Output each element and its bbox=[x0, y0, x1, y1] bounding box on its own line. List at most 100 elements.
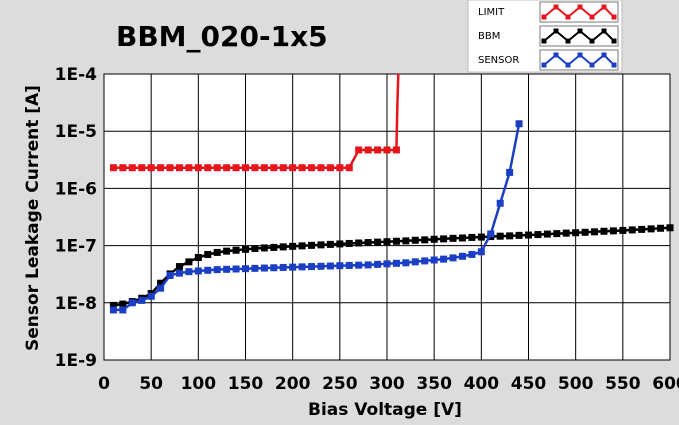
y-axis-ticks: 1E-9 1E-8 1E-7 1E-6 1E-5 1E-4 bbox=[55, 65, 97, 371]
legend-swatch-marker-bbm-4 bbox=[589, 38, 595, 44]
legend-swatch-marker-bbm-0 bbox=[541, 38, 547, 44]
point-sensor-25 bbox=[345, 261, 353, 269]
point-bbm-29 bbox=[383, 238, 391, 246]
point-limit-24 bbox=[336, 164, 344, 172]
point-bbm-33 bbox=[421, 236, 429, 244]
point-bbm-18 bbox=[279, 243, 287, 251]
point-bbm-5 bbox=[157, 279, 165, 287]
point-bbm-11 bbox=[213, 248, 221, 256]
point-bbm-56 bbox=[638, 225, 646, 233]
point-bbm-42 bbox=[506, 232, 514, 240]
legend-swatch-marker-sensor-6 bbox=[611, 62, 617, 68]
point-bbm-31 bbox=[402, 237, 410, 245]
point-bbm-43 bbox=[515, 231, 523, 239]
point-sensor-37 bbox=[458, 252, 466, 260]
point-bbm-50 bbox=[581, 228, 589, 236]
point-sensor-41 bbox=[496, 199, 504, 207]
grid bbox=[103, 73, 671, 361]
point-bbm-16 bbox=[260, 244, 268, 252]
point-bbm-17 bbox=[270, 243, 278, 251]
point-bbm-53 bbox=[609, 227, 617, 235]
x-tick-label-0: 0 bbox=[98, 374, 110, 394]
point-bbm-7 bbox=[175, 263, 183, 271]
point-bbm-34 bbox=[430, 235, 438, 243]
series-limit bbox=[109, 73, 400, 172]
point-bbm-13 bbox=[232, 246, 240, 254]
legend-swatch-marker-sensor-2 bbox=[565, 62, 571, 68]
point-sensor-15 bbox=[251, 264, 259, 272]
legend-swatch-marker-limit-3 bbox=[577, 4, 583, 10]
point-sensor-21 bbox=[308, 263, 316, 271]
x-tick-label-9: 450 bbox=[511, 374, 547, 394]
point-sensor-27 bbox=[364, 261, 372, 269]
point-bbm-32 bbox=[411, 236, 419, 244]
legend-label-sensor: SENSOR bbox=[478, 55, 519, 66]
point-bbm-25 bbox=[345, 239, 353, 247]
y-tick-label-1: 1E-8 bbox=[55, 294, 97, 314]
point-sensor-35 bbox=[440, 255, 448, 263]
x-tick-label-6: 300 bbox=[369, 374, 405, 394]
point-bbm-57 bbox=[647, 225, 655, 233]
point-sensor-18 bbox=[279, 263, 287, 271]
point-bbm-20 bbox=[298, 242, 306, 250]
point-sensor-19 bbox=[289, 263, 297, 271]
point-limit-17 bbox=[270, 164, 278, 172]
point-sensor-34 bbox=[430, 256, 438, 264]
legend: LIMIT BBM SENSOR bbox=[467, 0, 623, 73]
point-sensor-31 bbox=[402, 259, 410, 267]
point-bbm-55 bbox=[628, 226, 636, 234]
x-tick-label-11: 550 bbox=[605, 374, 641, 394]
x-axis-ticks: 0 50 100 150 200 250 300 350 400 450 500 550 600 bbox=[98, 374, 679, 394]
point-sensor-8 bbox=[185, 268, 193, 276]
point-bbm-24 bbox=[336, 240, 344, 248]
point-bbm-26 bbox=[355, 239, 363, 247]
point-bbm-36 bbox=[449, 234, 457, 242]
point-bbm-35 bbox=[440, 235, 448, 243]
point-sensor-24 bbox=[336, 262, 344, 270]
point-sensor-23 bbox=[326, 262, 334, 270]
point-sensor-20 bbox=[298, 263, 306, 271]
point-limit-11 bbox=[213, 164, 221, 172]
point-bbm-38 bbox=[468, 233, 476, 241]
point-limit-4 bbox=[147, 164, 155, 172]
point-sensor-29 bbox=[383, 260, 391, 268]
point-sensor-39 bbox=[477, 248, 485, 256]
legend-swatch-marker-sensor-4 bbox=[589, 62, 595, 68]
x-tick-label-8: 400 bbox=[464, 374, 500, 394]
point-limit-10 bbox=[204, 164, 212, 172]
point-sensor-11 bbox=[213, 266, 221, 274]
point-limit-22 bbox=[317, 164, 325, 172]
point-limit-16 bbox=[260, 164, 268, 172]
point-limit-25 bbox=[345, 164, 353, 172]
point-bbm-19 bbox=[289, 242, 297, 250]
point-bbm-12 bbox=[223, 247, 231, 255]
point-bbm-59 bbox=[666, 224, 674, 232]
chart-title: BBM_020-1x5 bbox=[116, 20, 328, 53]
point-limit-0 bbox=[109, 164, 117, 172]
point-sensor-14 bbox=[242, 265, 249, 273]
point-limit-6 bbox=[166, 164, 174, 172]
point-limit-12 bbox=[223, 164, 231, 172]
point-sensor-32 bbox=[411, 258, 419, 266]
point-bbm-54 bbox=[619, 226, 627, 234]
point-limit-5 bbox=[157, 164, 165, 172]
point-limit-29 bbox=[383, 146, 391, 154]
point-bbm-44 bbox=[525, 231, 532, 239]
point-bbm-9 bbox=[194, 253, 202, 261]
y-tick-label-5: 1E-4 bbox=[55, 65, 97, 85]
point-limit-3 bbox=[138, 164, 146, 172]
point-bbm-27 bbox=[364, 239, 372, 247]
point-bbm-15 bbox=[251, 244, 259, 252]
legend-swatch-marker-sensor-1 bbox=[553, 52, 559, 58]
point-limit-1 bbox=[119, 164, 127, 172]
point-sensor-10 bbox=[204, 266, 212, 274]
legend-swatch-marker-limit-1 bbox=[553, 4, 559, 10]
point-bbm-49 bbox=[572, 229, 580, 237]
point-bbm-14 bbox=[242, 245, 249, 253]
point-limit-13 bbox=[232, 164, 240, 172]
point-sensor-9 bbox=[194, 267, 202, 275]
point-limit-18 bbox=[279, 164, 287, 172]
series-sensor bbox=[109, 120, 523, 314]
point-limit-15 bbox=[251, 164, 259, 172]
legend-swatch-marker-bbm-3 bbox=[577, 28, 583, 34]
